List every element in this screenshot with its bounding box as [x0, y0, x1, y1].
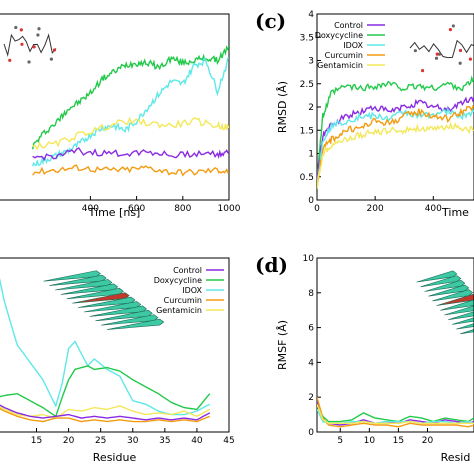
series-lines [317, 397, 474, 428]
series-line-doxycycline [317, 405, 474, 423]
x-tick-label: 45 [223, 436, 234, 446]
x-tick-label: 30 [127, 436, 139, 446]
x-tick-label: 10 [364, 436, 376, 446]
plot-frame [0, 13, 230, 201]
x-axis-label: Time [ns] [88, 206, 141, 219]
series-line-curcumin [317, 397, 474, 428]
plot-frame [316, 257, 474, 433]
y-tick-label: 0 [308, 196, 314, 206]
series-line-control [32, 147, 229, 162]
y-tick-label: 4 [308, 358, 314, 368]
y-tick-label: 0.5 [300, 173, 314, 183]
x-tick-label: 0 [314, 204, 320, 214]
x-tick-label: 40 [191, 436, 203, 446]
chart-panel-b: 15 20 25 30 35 40 45 Residue ControlDoxycyclineI… [0, 257, 235, 464]
chart-panel-c: 0 200 400 0 0.5 1 1.5 2 2.5 3 3.5 4 Time RMSD (Å) Cont… [255, 9, 474, 219]
x-axis-label: Resid [441, 451, 471, 464]
series-line-gentamicin [32, 116, 229, 151]
x-axis-label: Time [441, 206, 469, 219]
series-line-doxycycline [0, 365, 211, 418]
x-tick-label: 800 [174, 204, 191, 214]
series-line-idox [317, 106, 474, 186]
y-tick-label: 10 [303, 254, 315, 264]
x-tick-label: 25 [95, 436, 106, 446]
y-axis-label: RMSF (Å) [276, 320, 289, 370]
y-tick-label: 4 [308, 10, 314, 20]
y-tick-label: 2 [308, 393, 314, 403]
legend-label: Gentamicin [317, 61, 363, 70]
legend-label: IDOX [343, 41, 363, 50]
legend-label: Doxycycline [154, 276, 202, 285]
series-line-curcumin [32, 164, 229, 177]
series-lines [317, 75, 474, 189]
y-tick-label: 2.5 [300, 80, 314, 90]
panel-letter: (d) [255, 253, 288, 277]
y-tick-label: 1.5 [300, 126, 314, 136]
x-tick-label: 400 [82, 204, 99, 214]
x-tick-label: 15 [31, 436, 42, 446]
legend-label: Gentamicin [156, 306, 202, 315]
series-line-idox [31, 56, 229, 167]
protein-structure-image [416, 270, 474, 335]
legend-label: Curcumin [164, 296, 202, 305]
legend-label: IDOX [182, 286, 202, 295]
x-tick-label: 20 [63, 436, 75, 446]
y-tick-label: 6 [308, 324, 314, 334]
x-tick-label: 1000 [218, 204, 241, 214]
x-tick-label: 200 [367, 204, 384, 214]
series-line-gentamicin [317, 403, 474, 424]
y-axis-label: RMSD (Å) [276, 81, 289, 133]
x-tick-label: 400 [425, 204, 442, 214]
series-line-curcumin [317, 105, 474, 186]
series-lines [31, 45, 229, 177]
x-tick-label: 5 [337, 436, 343, 446]
legend-label: Curcumin [325, 51, 363, 60]
series-lines [0, 277, 211, 423]
chart-panel-d: 5 10 15 20 0 2 4 6 8 10 Resid RMSF (Å) (d) [255, 253, 474, 464]
plot-frame [0, 257, 230, 433]
x-tick-label: 35 [159, 436, 170, 446]
series-line-gentamicin [317, 121, 474, 189]
y-tick-label: 1 [308, 150, 314, 160]
y-tick-label: 3 [308, 57, 314, 67]
y-tick-label: 8 [308, 289, 314, 299]
y-tick-label: 2 [308, 103, 314, 113]
protein-structure-image [3, 25, 57, 64]
x-tick-label: 600 [128, 204, 145, 214]
series-line-control [317, 400, 474, 426]
legend-label: Doxycycline [315, 31, 363, 40]
protein-structure-image [43, 270, 165, 330]
x-tick-label: 15 [393, 436, 404, 446]
y-tick-label: 0 [308, 428, 314, 438]
x-tick-label: 20 [422, 436, 434, 446]
chart-panel-a: 400 600 800 1000 Time [ns] [0, 13, 241, 219]
y-tick-label: 3.5 [300, 33, 314, 43]
panel-letter: (c) [255, 9, 286, 33]
legend-label: Control [334, 21, 363, 30]
legend-label: Control [173, 266, 202, 275]
series-line-control [317, 96, 474, 183]
series-line-doxycycline [31, 45, 229, 150]
protein-structure-image [409, 24, 474, 73]
series-line-control [0, 404, 211, 421]
x-axis-label: Residue [93, 451, 137, 464]
series-line-curcumin [0, 407, 211, 423]
series-line-doxycycline [317, 75, 474, 180]
plot-frame [316, 13, 474, 201]
